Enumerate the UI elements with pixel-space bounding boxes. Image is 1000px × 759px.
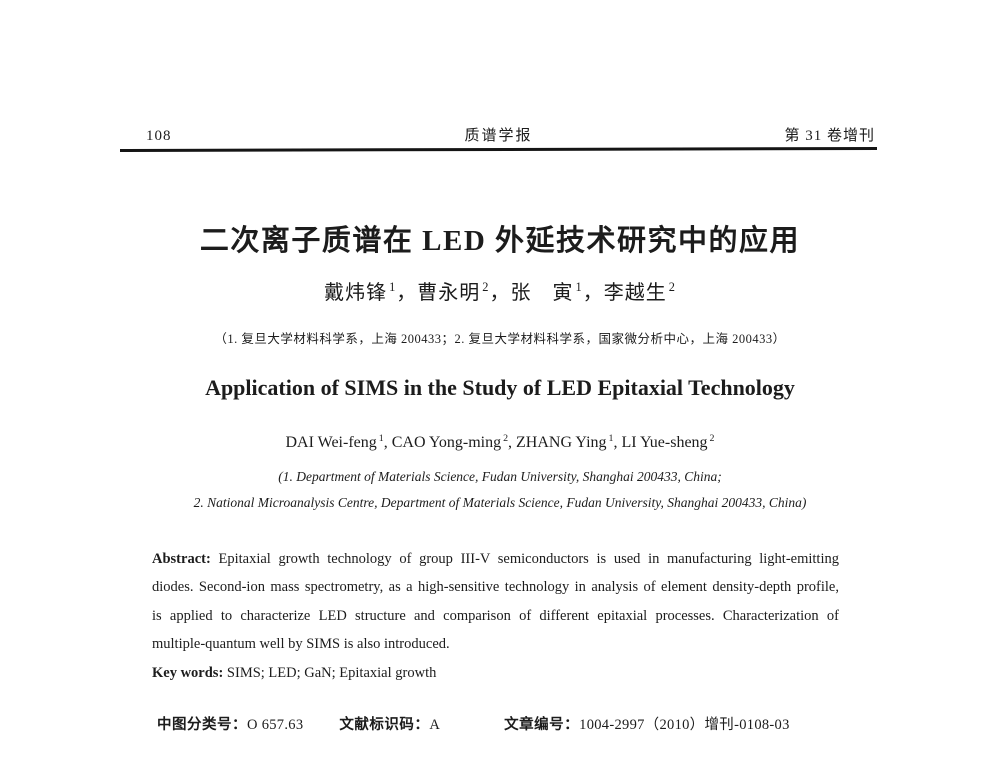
- abstract-text: Epitaxial growth technology of group III…: [210, 551, 839, 567]
- header-rule: [119, 147, 878, 152]
- author-affil-sup: 2: [503, 432, 509, 444]
- author-en: DAI Wei-feng 1,: [285, 432, 392, 452]
- article-title-chinese: 二次离子质谱在 LED 外延技术研究中的应用: [199, 225, 801, 257]
- affiliation-english-line1: (1. Department of Materials Science, Fud…: [278, 469, 722, 484]
- issue-info: 第 31 卷增刊: [784, 128, 875, 144]
- journal-title: 质谱学报: [464, 128, 533, 144]
- abstract-line: diodes. Second-ion mass spectrometry, as…: [152, 579, 839, 596]
- author-en: CAO Yong-ming 2,: [391, 432, 517, 452]
- keywords-label: Key words:: [152, 664, 224, 681]
- author-separator: ，: [396, 282, 418, 304]
- abstract-line: multiple-quantum well by SIMS is also in…: [152, 636, 450, 653]
- author-separator: ，: [489, 282, 511, 304]
- authors-chinese: 戴炜锋 1，曹永明 2，张 寅 1，李越生 2: [0, 276, 1000, 305]
- author-separator: ，: [582, 282, 604, 304]
- author-cn: 曹永明 2，: [417, 279, 511, 304]
- abstract-line: Abstract: Epitaxial growth technology of…: [152, 545, 839, 573]
- abstract-label: Abstract:: [152, 551, 211, 567]
- keywords-line: Key words: SIMS; LED; GaN; Epitaxial gro…: [152, 659, 839, 687]
- author-separator: ,: [613, 434, 622, 452]
- abstract-line: is applied to characterize LED structure…: [152, 607, 839, 624]
- author-affil-sup: 2: [668, 279, 676, 294]
- author-affil-sup: 2: [482, 279, 490, 294]
- author-affil-sup: 1: [389, 279, 397, 294]
- authors-english: DAI Wei-feng 1, CAO Yong-ming 2, ZHANG Yin…: [0, 433, 1000, 452]
- author-separator: ,: [383, 434, 392, 452]
- author-cn: 戴炜锋 1，: [324, 279, 418, 304]
- page-number: 108: [146, 128, 172, 144]
- article-id-value: 1004-2997（2010）增刊-0108-03: [579, 717, 790, 733]
- author-en: ZHANG Ying 1,: [516, 432, 622, 452]
- author-affil-sup: 1: [608, 432, 614, 444]
- author-affil-sup: 1: [575, 279, 583, 294]
- doc-code-value: A: [429, 717, 441, 733]
- abstract-section: Abstract: Epitaxial growth technology of…: [152, 545, 839, 687]
- running-head: 108 质谱学报 第 31 卷增刊: [120, 126, 877, 147]
- keywords-text: SIMS; LED; GaN; Epitaxial growth: [223, 664, 437, 681]
- article-id-label: 文章编号：: [504, 717, 580, 733]
- clc-value: O 657.63: [247, 717, 304, 733]
- article-title-english: Application of SIMS in the Study of LED …: [205, 375, 795, 400]
- clc-label: 中图分类号：: [157, 717, 247, 733]
- affiliation-english-line2: 2. National Microanalysis Centre, Depart…: [193, 495, 807, 510]
- author-cn: 张 寅 1，: [510, 279, 604, 304]
- author-cn: 李越生 2: [603, 279, 676, 304]
- affiliation-chinese: （1. 复旦大学材料科学系，上海 200433；2. 复旦大学材料科学系，国家微…: [214, 332, 786, 346]
- author-affil-sup: 1: [378, 432, 384, 444]
- classification-line: 中图分类号：O 657.63 文献标识码：A 文章编号：1004-2997（2010…: [157, 714, 877, 736]
- author-en: LI Yue-sheng 2: [621, 432, 715, 452]
- author-affil-sup: 2: [709, 432, 715, 444]
- doc-code-label: 文献标识码：: [339, 717, 430, 733]
- author-separator: ,: [508, 434, 517, 452]
